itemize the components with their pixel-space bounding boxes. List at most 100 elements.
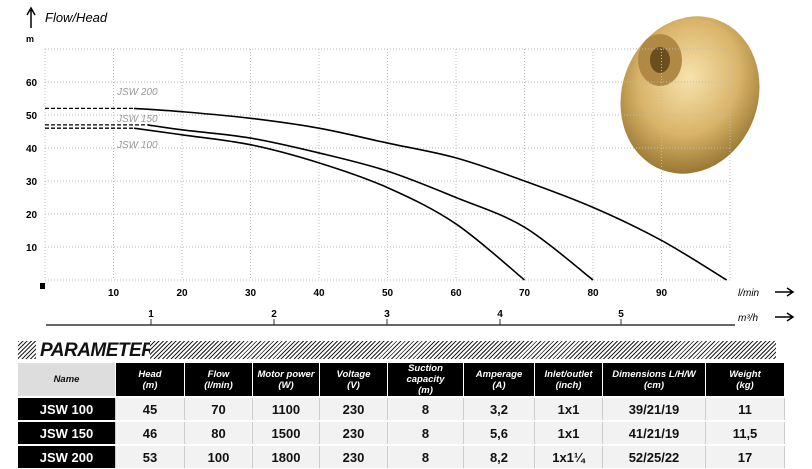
column-header-text: Suction capacity bbox=[406, 363, 445, 385]
table-cell: JSW 150 bbox=[18, 420, 116, 445]
column-header-text: Motor power bbox=[257, 368, 315, 380]
table-cell: 52/25/22 bbox=[602, 444, 706, 468]
column-header-text: (V) bbox=[347, 379, 360, 391]
column-header-text: (W) bbox=[278, 379, 294, 391]
x-tick-label: 70 bbox=[519, 288, 531, 299]
series-label: JSW 150 bbox=[116, 114, 158, 125]
right-arrow-icon bbox=[775, 312, 795, 322]
column-header: Flow (l/min) bbox=[184, 363, 253, 397]
column-header-text: (A) bbox=[492, 379, 506, 391]
table-row: JSW 200 53 100 1800 230 8 8,2 1x1¼ 52/25/22 17 bbox=[18, 444, 785, 468]
m3h-tick-label: 1 bbox=[148, 309, 154, 320]
series-label: JSW 100 bbox=[116, 140, 158, 151]
table-cell: 8 bbox=[387, 444, 464, 468]
table-cell: 17 bbox=[705, 444, 785, 468]
x2-axis-label: m³/h bbox=[738, 313, 758, 324]
table-cell: 8 bbox=[387, 420, 464, 445]
y-tick-label: 30 bbox=[26, 177, 38, 188]
parameters-title: PARAMETERS bbox=[40, 340, 167, 361]
m3h-tick-label: 4 bbox=[497, 309, 503, 320]
table-cell: 70 bbox=[184, 396, 253, 421]
table-cell: 1500 bbox=[252, 420, 320, 445]
table-cell: 1x1 bbox=[534, 396, 603, 421]
y-axis-label: m bbox=[26, 34, 34, 44]
column-header: Suction capacity (m) bbox=[387, 363, 464, 397]
column-header-text: (l/min) bbox=[204, 379, 233, 391]
m3h-tick-label: 5 bbox=[618, 309, 624, 320]
y-tick-label: 60 bbox=[26, 78, 38, 89]
column-header-text: (cm) bbox=[643, 379, 665, 391]
y-tick-label: 50 bbox=[26, 111, 38, 122]
up-arrow-icon bbox=[26, 6, 36, 28]
column-header: Inlet/outlet (inch) bbox=[534, 363, 603, 397]
table-cell: 11,5 bbox=[705, 420, 785, 445]
right-arrow-icon bbox=[775, 287, 795, 297]
table-row: JSW 150 46 80 1500 230 8 5,6 1x1 41/21/19 11,5 bbox=[18, 420, 785, 445]
column-header-text: Dimensions L/H/W bbox=[612, 368, 696, 380]
table-cell: 46 bbox=[115, 420, 185, 445]
y-tick-label: 40 bbox=[26, 144, 38, 155]
table-cell: 1x1¼ bbox=[534, 444, 603, 468]
table-cell: 1x1 bbox=[534, 420, 603, 445]
x-tick-label: 50 bbox=[382, 288, 394, 299]
m3h-tick-label: 3 bbox=[384, 309, 390, 320]
column-header-text: Inlet/outlet bbox=[544, 368, 593, 380]
y-tick-label: 10 bbox=[26, 243, 38, 254]
series-line-jsw-150 bbox=[147, 124, 594, 281]
column-header: Voltage (V) bbox=[319, 363, 388, 397]
series-line-jsw-100 bbox=[133, 127, 526, 281]
table-cell: 230 bbox=[319, 396, 388, 421]
x-tick-label: 10 bbox=[108, 288, 120, 299]
column-header-text: Weight bbox=[729, 368, 761, 380]
column-header: Dimensions L/H/W (cm) bbox=[602, 363, 706, 397]
table-cell: 3,2 bbox=[463, 396, 535, 421]
table-cell: 230 bbox=[319, 444, 388, 468]
x-axis-label: l/min bbox=[738, 288, 760, 299]
x-tick-label: 80 bbox=[587, 288, 599, 299]
m3h-tick-label: 2 bbox=[271, 309, 277, 320]
table-cell: 45 bbox=[115, 396, 185, 421]
table-cell: 100 bbox=[184, 444, 253, 468]
table-cell: 80 bbox=[184, 420, 253, 445]
column-header-text: Amperage bbox=[475, 368, 523, 380]
x-tick-label: 20 bbox=[176, 288, 188, 299]
column-header: Motor power (W) bbox=[252, 363, 320, 397]
column-header-text: Voltage bbox=[336, 368, 371, 380]
table-header-row: Name Head (m) Flow (l/min) Motor power (W) Volt… bbox=[18, 363, 785, 397]
x-tick-label: 90 bbox=[656, 288, 668, 299]
table-cell: 1800 bbox=[252, 444, 320, 468]
table-cell: 53 bbox=[115, 444, 185, 468]
column-header: Head (m) bbox=[115, 363, 185, 397]
table-cell: 39/21/19 bbox=[602, 396, 706, 421]
column-header: Weight (kg) bbox=[705, 363, 785, 397]
parameters-table: Name Head (m) Flow (l/min) Motor power (W) Volt… bbox=[18, 363, 785, 468]
x-tick-label: 30 bbox=[245, 288, 257, 299]
column-header-text: (inch) bbox=[555, 379, 582, 391]
title-hatch-right bbox=[150, 341, 776, 359]
table-cell: 5,6 bbox=[463, 420, 535, 445]
column-header-text: (m) bbox=[142, 379, 158, 391]
column-header: Name bbox=[18, 363, 116, 397]
table-cell: 1100 bbox=[252, 396, 320, 421]
axis-origin-marker bbox=[40, 283, 45, 289]
column-header-text: Flow bbox=[207, 368, 230, 380]
flow-head-chart: Flow/Head m 10 20 30 40 50 60 10 20 30 40 50 60 70 80 90… bbox=[26, 6, 795, 326]
x-tick-label: 40 bbox=[313, 288, 325, 299]
table-cell: 11 bbox=[705, 396, 785, 421]
table-cell: 41/21/19 bbox=[602, 420, 706, 445]
x-tick-label: 60 bbox=[450, 288, 462, 299]
column-header-text: Head bbox=[138, 368, 162, 380]
column-header-text: Name bbox=[53, 374, 80, 385]
table-cell: 8 bbox=[387, 396, 464, 421]
series-line-jsw-200 bbox=[133, 107, 727, 281]
table-cell: JSW 200 bbox=[18, 444, 116, 468]
impeller-image bbox=[620, 16, 760, 174]
series-label: JSW 200 bbox=[116, 87, 158, 98]
column-header-text: (m) bbox=[418, 385, 433, 396]
table-row: JSW 100 45 70 1100 230 8 3,2 1x1 39/21/19 11 bbox=[18, 396, 785, 421]
table-cell: JSW 100 bbox=[18, 396, 116, 421]
y-tick-label: 20 bbox=[26, 210, 38, 221]
table-cell: 230 bbox=[319, 420, 388, 445]
column-header-text: (kg) bbox=[736, 379, 754, 391]
chart-title: Flow/Head bbox=[45, 10, 108, 25]
